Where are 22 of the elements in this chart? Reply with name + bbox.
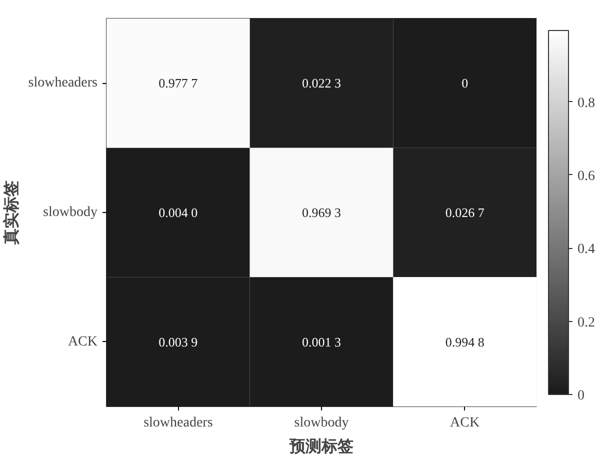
x-tick-label: slowheaders [144, 416, 213, 430]
data-label: 0.003 9 [158, 334, 198, 350]
data-label: 0.026 7 [445, 205, 485, 220]
x-tick-label: ACK [450, 416, 480, 430]
color-bar-label: 0.6 [578, 168, 595, 184]
y-tick-label: ACK [68, 334, 98, 350]
y-axis-title: 真实标签 [2, 180, 20, 246]
data-label: 0.969 3 [302, 205, 341, 220]
y-tick-label: slowheaders [28, 76, 98, 91]
data-label: 0.001 3 [302, 334, 341, 350]
y-tick-label: slowbody [43, 205, 98, 220]
color-bar-label: 0.4 [578, 242, 595, 258]
data-label: 0.977 7 [158, 76, 198, 91]
data-label: 0.022 3 [302, 76, 341, 91]
x-tick-label: slowbody [294, 416, 349, 430]
color-bar-label: 0.8 [578, 96, 595, 111]
data-label: 0 [462, 76, 468, 91]
color-bar-label: 0 [578, 388, 584, 404]
x-axis-title: 预测标签 [288, 438, 354, 456]
data-label: 0.004 0 [158, 205, 198, 220]
data-label: 0.994 8 [445, 334, 484, 350]
color-bar-label: 0.2 [578, 315, 595, 330]
